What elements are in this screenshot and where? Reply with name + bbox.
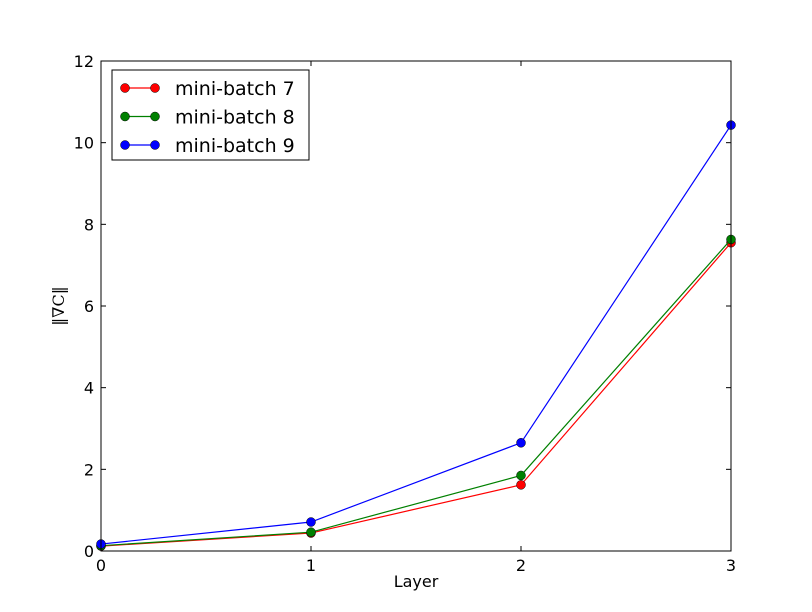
- legend-swatch-marker: [120, 83, 130, 93]
- y-tick-label: 2: [84, 460, 94, 479]
- legend-swatch-marker: [120, 140, 130, 150]
- x-tick-label: 2: [516, 556, 526, 575]
- legend-entry-2: mini-batch 8: [120, 107, 295, 129]
- x-tick-label: 0: [96, 556, 106, 575]
- legend-label: mini-batch 8: [175, 107, 295, 129]
- x-tick-label: 1: [306, 556, 316, 575]
- legend-swatch-marker: [150, 140, 160, 150]
- legend-label: mini-batch 9: [175, 135, 295, 157]
- y-tick-label: 6: [84, 297, 94, 316]
- data-point: [516, 438, 526, 448]
- legend-label: mini-batch 7: [175, 78, 295, 100]
- series-line: [100, 242, 732, 547]
- series-line: [100, 239, 732, 547]
- legend-swatch-marker: [150, 83, 160, 93]
- y-tick-label: 4: [84, 379, 94, 398]
- y-axis-label: ‖∇C‖: [49, 286, 68, 325]
- series-layer: [96, 120, 736, 551]
- data-point: [516, 480, 526, 490]
- data-point: [306, 517, 316, 527]
- series-line: [100, 124, 732, 545]
- x-tick-label: 3: [726, 556, 736, 575]
- legend-entry-3: mini-batch 9: [120, 135, 295, 157]
- y-tick-label: 12: [74, 52, 94, 71]
- x-axis-label: Layer: [394, 572, 439, 591]
- y-tick-label: 0: [84, 542, 94, 561]
- legend-entry-1: mini-batch 7: [120, 78, 295, 100]
- y-tick-label: 10: [74, 134, 94, 153]
- y-tick-label: 8: [84, 215, 94, 234]
- legend-swatch-marker: [120, 111, 130, 122]
- data-point: [306, 527, 316, 537]
- legend-swatch-marker: [150, 111, 160, 122]
- legend: mini-batch 7 mini-batch 8 mini-batch 9: [111, 69, 310, 161]
- data-point: [516, 470, 526, 481]
